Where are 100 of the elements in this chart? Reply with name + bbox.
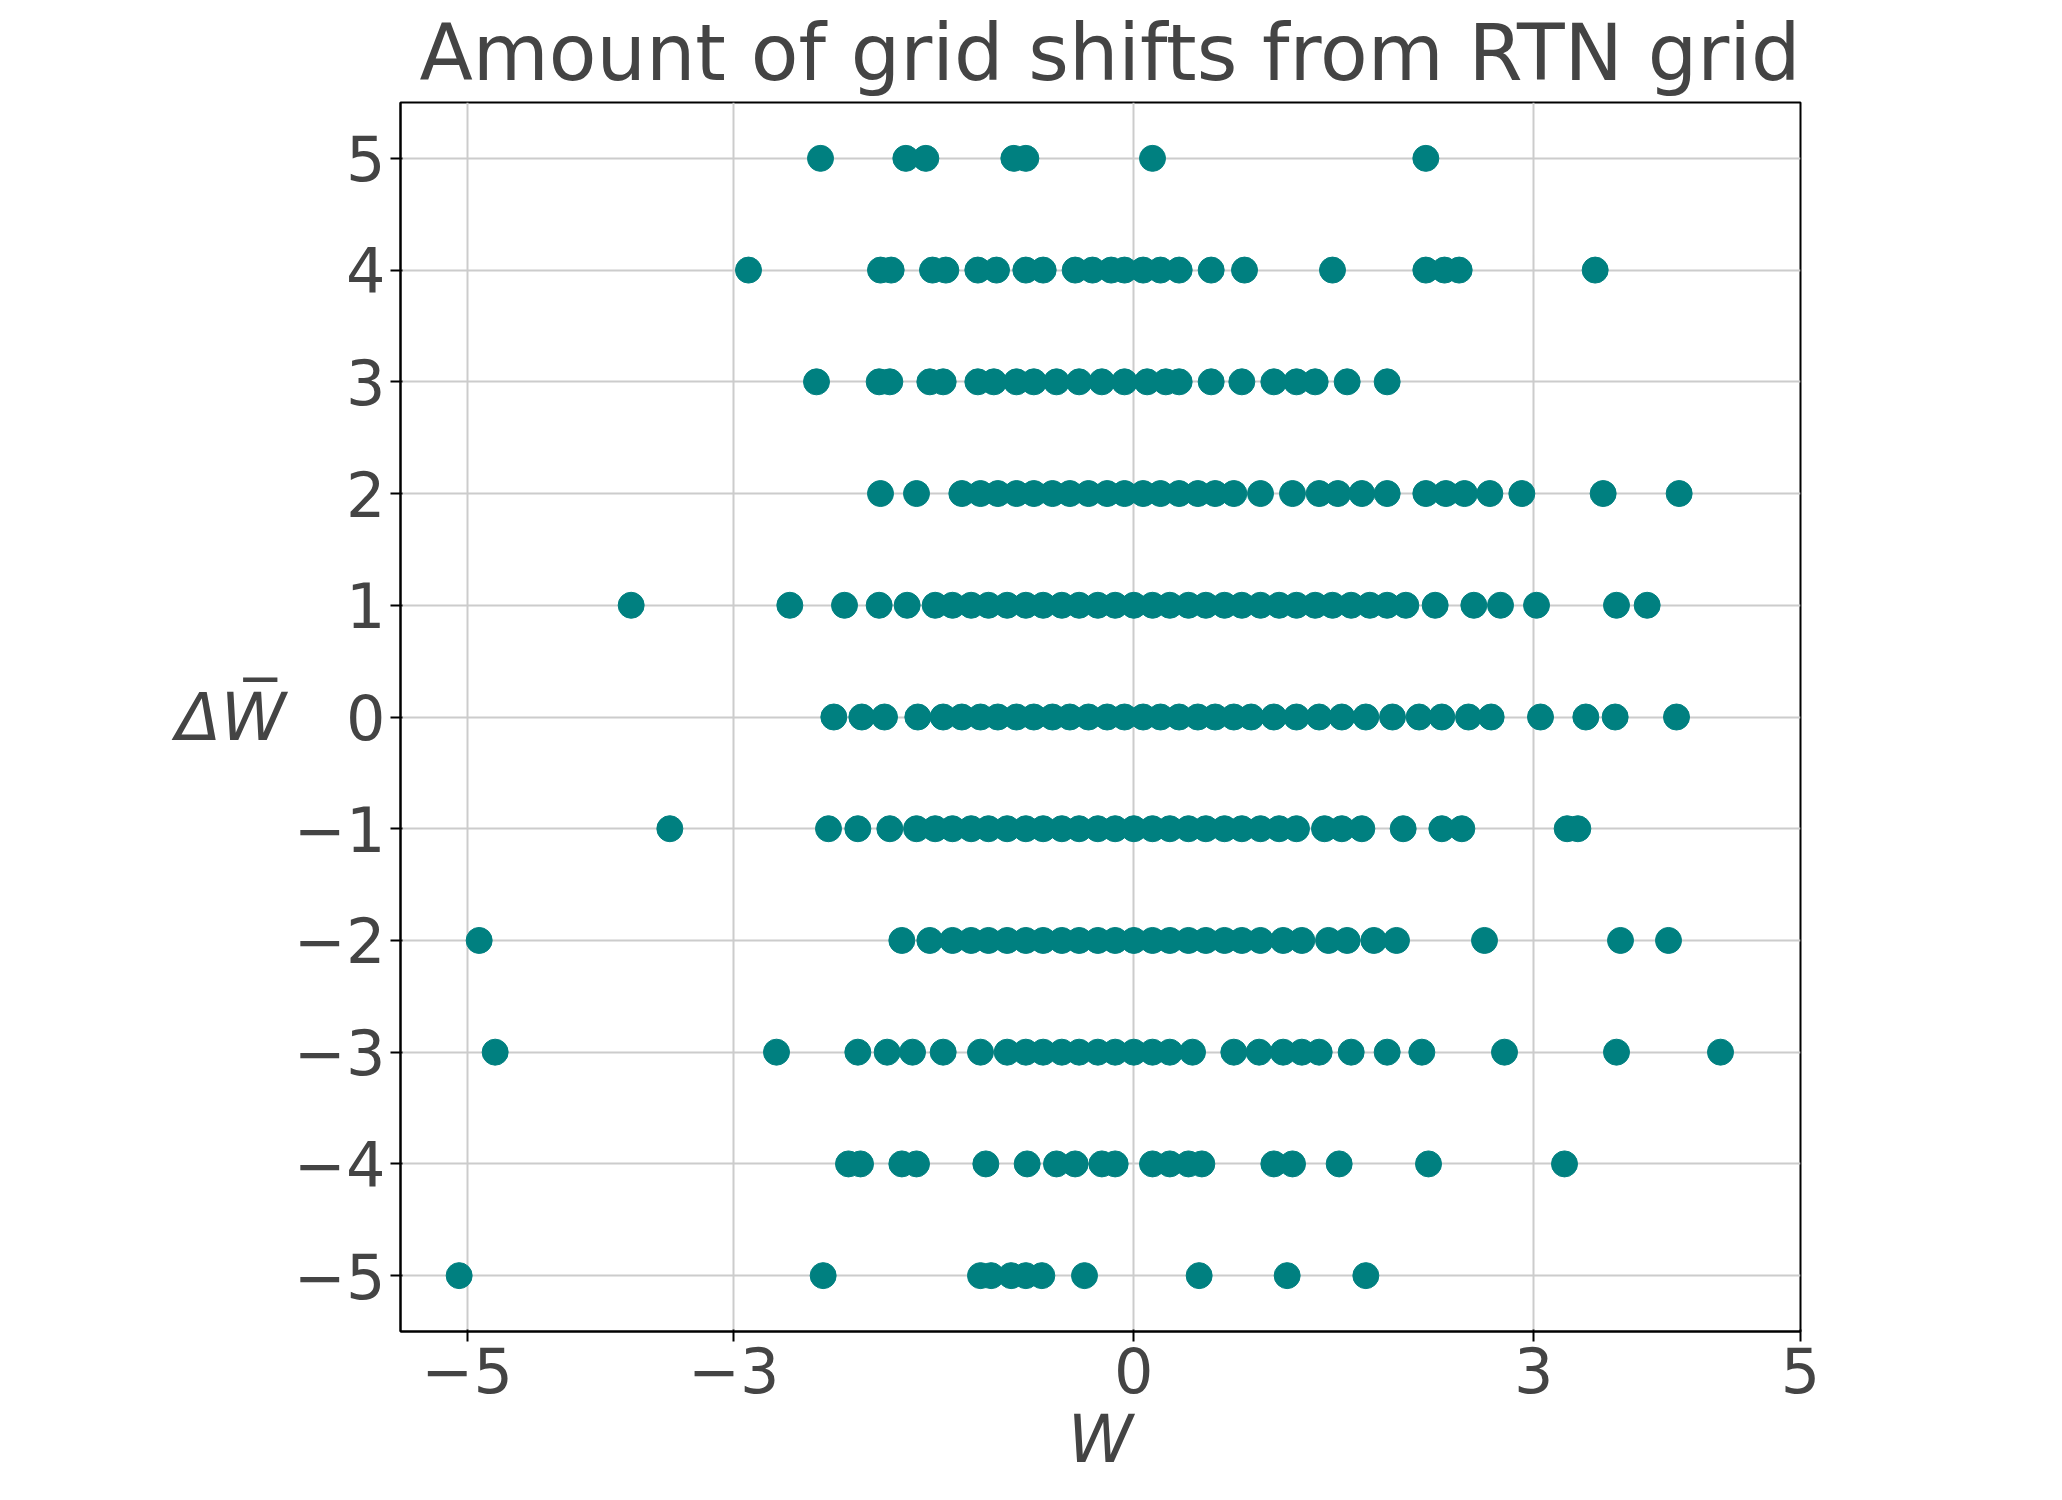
point (1633, 591, 1661, 619)
x-tick-label: 3 (1514, 1334, 1554, 1408)
y-tick-label: 4 (346, 235, 386, 309)
point (867, 480, 894, 508)
x-tick-label: −3 (688, 1334, 780, 1408)
point (1273, 1262, 1301, 1290)
point (1360, 926, 1388, 954)
point (1601, 703, 1629, 731)
point (876, 815, 904, 843)
point (1412, 144, 1440, 172)
point (1111, 368, 1138, 396)
point (1065, 368, 1093, 396)
point (1333, 368, 1361, 396)
point (929, 1038, 957, 1066)
point (1581, 256, 1609, 284)
point (1603, 1038, 1630, 1066)
y-tick-label: −5 (294, 1240, 386, 1314)
point (1043, 368, 1070, 396)
point (617, 591, 645, 619)
point (916, 926, 944, 954)
point (1607, 926, 1634, 954)
point (1319, 256, 1346, 284)
y-tick-label: 1 (346, 570, 386, 644)
point (1421, 591, 1449, 619)
point (831, 591, 858, 619)
x-tick-label: 5 (1780, 1334, 1821, 1408)
point (1471, 926, 1498, 954)
point (735, 256, 762, 284)
y-tick-label: 5 (346, 123, 386, 197)
point (1348, 815, 1376, 843)
point (465, 926, 493, 954)
point (1477, 703, 1505, 731)
point (1665, 480, 1693, 508)
point (1428, 703, 1456, 731)
y-tick-label: 0 (346, 682, 386, 755)
point (1013, 1150, 1041, 1178)
point (1373, 1038, 1401, 1066)
point (1460, 591, 1488, 619)
point (445, 1262, 473, 1290)
point (1373, 368, 1401, 396)
point (1283, 703, 1310, 731)
point (1139, 144, 1166, 172)
point (1448, 815, 1476, 843)
point (1337, 1038, 1365, 1066)
point (967, 1038, 994, 1066)
x-tick-label: −5 (421, 1334, 513, 1408)
y-tick-label: 2 (346, 458, 386, 532)
point (1603, 591, 1630, 619)
point (1228, 368, 1256, 396)
y-axis-title: ΔW̅ (170, 677, 289, 756)
point (1707, 1038, 1734, 1066)
y-tick-label: −3 (294, 1017, 386, 1091)
point (656, 815, 684, 843)
point (1260, 703, 1288, 731)
point (1589, 480, 1617, 508)
point (888, 926, 916, 954)
y-tick-label: −2 (294, 905, 386, 979)
point (1245, 1038, 1273, 1066)
point (1185, 1262, 1213, 1290)
point (1197, 368, 1225, 396)
point (1379, 703, 1406, 731)
point (912, 144, 940, 172)
point (807, 144, 834, 172)
point (903, 480, 930, 508)
point (1455, 703, 1482, 731)
y-tick-label: −1 (294, 793, 386, 867)
point (1373, 480, 1401, 508)
point (1663, 703, 1690, 731)
point (820, 703, 848, 731)
point (844, 815, 872, 843)
point (899, 1038, 926, 1066)
point (1197, 256, 1225, 284)
point (972, 1150, 1000, 1178)
point (1523, 591, 1550, 619)
point (1328, 703, 1356, 731)
point (1655, 926, 1682, 954)
point (1279, 480, 1306, 508)
point (776, 591, 804, 619)
point (1415, 1150, 1442, 1178)
point (1389, 815, 1417, 843)
point (1508, 480, 1536, 508)
point (893, 591, 921, 619)
point (1071, 1262, 1098, 1290)
point (481, 1038, 509, 1066)
point (1527, 703, 1554, 731)
chart-title: Amount of grid shifts from RTN grid (419, 7, 1801, 98)
point (1220, 1038, 1248, 1066)
point (1487, 591, 1514, 619)
point (844, 1038, 872, 1066)
point (809, 1262, 837, 1290)
point (1348, 480, 1376, 508)
point (1179, 1038, 1206, 1066)
point (1325, 1150, 1353, 1178)
point (1352, 703, 1380, 731)
y-tick-label: 3 (346, 346, 386, 420)
point (1231, 256, 1258, 284)
point (803, 368, 830, 396)
point (1408, 1038, 1436, 1066)
point (871, 703, 898, 731)
point (815, 815, 842, 843)
